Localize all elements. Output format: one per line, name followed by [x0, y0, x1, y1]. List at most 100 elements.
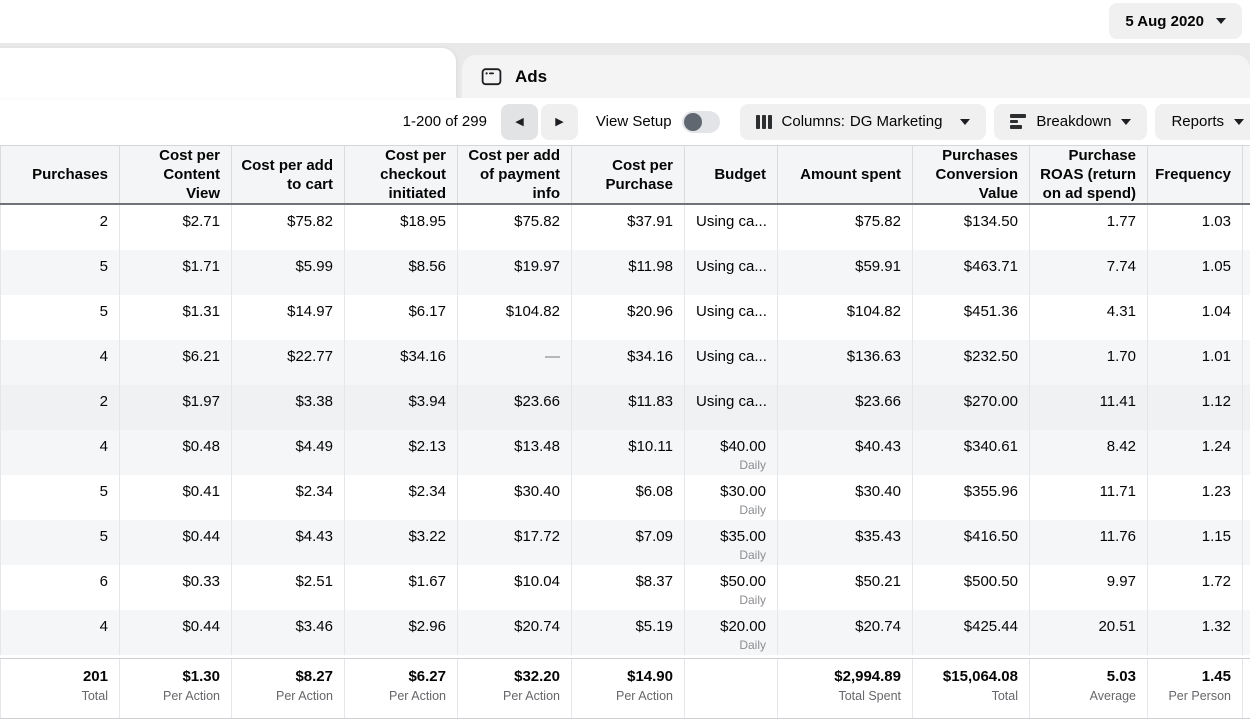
cell: $4.49: [232, 430, 345, 475]
total-caption: Average: [1089, 689, 1136, 703]
row-filler: [1243, 295, 1250, 340]
totals-filler: [1243, 659, 1250, 718]
table-row[interactable]: 5 $0.41 $2.34 $2.34 $30.40 $6.08 $30.00 Daily $3…: [0, 475, 1250, 520]
breakdown-icon: [1010, 114, 1027, 129]
cell: 5: [0, 520, 120, 565]
column-header-frequency[interactable]: Frequency: [1148, 146, 1243, 203]
columns-button-label: Columns:: [781, 113, 845, 130]
cell: $34.16: [572, 340, 685, 385]
column-header-purchases-conversion-value[interactable]: Purchases Conversion Value: [913, 146, 1030, 203]
column-header-budget[interactable]: Budget: [685, 146, 778, 203]
breakdown-button[interactable]: Breakdown: [994, 103, 1148, 140]
total-caption: Per Action: [503, 689, 560, 703]
cell: $2.96: [345, 610, 458, 655]
cell: $104.82: [778, 295, 913, 340]
table-row[interactable]: 5 $1.31 $14.97 $6.17 $104.82 $20.96 Using ca..…: [0, 295, 1250, 340]
arrow-left-icon: ◀: [515, 116, 524, 128]
cell: 4: [0, 610, 120, 655]
total-cell: $2,994.89 Total Spent: [778, 659, 913, 718]
cell: $104.82: [458, 295, 572, 340]
cell: 2: [0, 385, 120, 430]
column-header-cost-per-add-of-payment-info[interactable]: Cost per add of payment info: [458, 146, 572, 203]
columns-button[interactable]: Columns: DG Marketing: [739, 103, 987, 140]
tab-selected[interactable]: [0, 48, 456, 98]
column-header-purchases[interactable]: Purchases: [0, 146, 120, 203]
reports-button-label: Reports: [1171, 113, 1224, 130]
column-header-cost-per-purchase[interactable]: Cost per Purchase: [572, 146, 685, 203]
cell: $7.09: [572, 520, 685, 565]
total-cell: $1.30 Per Action: [120, 659, 232, 718]
row-filler: [1243, 205, 1250, 250]
total-value: 5.03: [1106, 668, 1136, 685]
total-value: $15,064.08: [942, 668, 1018, 685]
row-filler: [1243, 475, 1250, 520]
column-header-amount-spent[interactable]: Amount spent: [778, 146, 913, 203]
date-picker-button[interactable]: 5 Aug 2020: [1109, 3, 1242, 39]
column-header-cost-per-add-to-cart[interactable]: Cost per add to cart: [232, 146, 345, 203]
row-filler: [1243, 340, 1250, 385]
table-row[interactable]: 2 $2.71 $75.82 $18.95 $75.82 $37.91 Using ca..…: [0, 205, 1250, 250]
reports-button[interactable]: Reports: [1155, 103, 1250, 140]
prev-page-button[interactable]: ◀: [500, 103, 538, 140]
cell: 1.32: [1148, 610, 1243, 655]
tab-strip: Ads: [0, 43, 1250, 98]
table-row[interactable]: 5 $1.71 $5.99 $8.56 $19.97 $11.98 Using ca... $…: [0, 250, 1250, 295]
cell: $232.50: [913, 340, 1030, 385]
chevron-down-icon: [1234, 118, 1244, 125]
budget-cell: Using ca...: [685, 295, 778, 340]
header-filler: [1243, 146, 1250, 203]
cell: 20.51: [1030, 610, 1148, 655]
top-bar: 5 Aug 2020: [0, 0, 1250, 43]
row-filler: [1243, 385, 1250, 430]
cell: $500.50: [913, 565, 1030, 610]
chevron-down-icon: [960, 118, 971, 125]
cell: $20.96: [572, 295, 685, 340]
cell: $10.11: [572, 430, 685, 475]
breakdown-button-label: Breakdown: [1036, 113, 1112, 130]
cell: $14.97: [232, 295, 345, 340]
column-header-cost-per-checkout-initiated[interactable]: Cost per checkout initiated: [345, 146, 458, 203]
ads-table: Purchases Cost per Content View Cost per a…: [0, 145, 1250, 719]
tab-ads[interactable]: Ads: [462, 55, 1250, 98]
total-caption: Per Action: [389, 689, 446, 703]
cell: $75.82: [778, 205, 913, 250]
cell: $23.66: [778, 385, 913, 430]
cell: 11.71: [1030, 475, 1148, 520]
total-caption: Total Spent: [838, 689, 901, 703]
budget-cell: $40.00 Daily: [685, 430, 778, 475]
table-row[interactable]: 4 $0.44 $3.46 $2.96 $20.74 $5.19 $20.00 Daily $2…: [0, 610, 1250, 655]
view-setup-toggle[interactable]: [681, 110, 720, 133]
row-filler: [1243, 430, 1250, 475]
table-body: 2 $2.71 $75.82 $18.95 $75.82 $37.91 Using ca..…: [0, 205, 1250, 658]
next-page-button[interactable]: ▶: [540, 103, 578, 140]
table-row[interactable]: 6 $0.33 $2.51 $1.67 $10.04 $8.37 $50.00 Daily $5…: [0, 565, 1250, 610]
cell: $134.50: [913, 205, 1030, 250]
table-row[interactable]: 4 $0.48 $4.49 $2.13 $13.48 $10.11 $40.00 Daily $…: [0, 430, 1250, 475]
column-header-cost-per-content-view[interactable]: Cost per Content View: [120, 146, 232, 203]
table-row[interactable]: 2 $1.97 $3.38 $3.94 $23.66 $11.83 Using ca... $…: [0, 385, 1250, 430]
cell: $2.34: [345, 475, 458, 520]
table-row[interactable]: 4 $6.21 $22.77 $34.16— $34.16 Using ca... $136…: [0, 340, 1250, 385]
row-filler: [1243, 520, 1250, 565]
total-caption: Per Action: [163, 689, 220, 703]
cell: 1.03: [1148, 205, 1243, 250]
cell: $3.22: [345, 520, 458, 565]
total-cell: $15,064.08 Total: [913, 659, 1030, 718]
cell: 1.23: [1148, 475, 1243, 520]
cell: 8.42: [1030, 430, 1148, 475]
cell: $1.31: [120, 295, 232, 340]
cell: $40.43: [778, 430, 913, 475]
budget-type-label: Daily: [739, 593, 766, 607]
cell: $0.44: [120, 610, 232, 655]
cell: $8.37: [572, 565, 685, 610]
table-row[interactable]: 5 $0.44 $4.43 $3.22 $17.72 $7.09 $35.00 Daily $3…: [0, 520, 1250, 565]
toggle-knob: [683, 112, 702, 131]
columns-icon: [755, 114, 772, 129]
cell: 2: [0, 205, 120, 250]
column-header-purchase-roas-return-on-ad-spend[interactable]: Purchase ROAS (return on ad spend): [1030, 146, 1148, 203]
view-setup-label: View Setup: [595, 113, 672, 130]
total-cell: 1.45 Per Person: [1148, 659, 1243, 718]
chevron-down-icon: [1121, 118, 1132, 125]
budget-cell: Using ca...: [685, 340, 778, 385]
cell: 4.31: [1030, 295, 1148, 340]
